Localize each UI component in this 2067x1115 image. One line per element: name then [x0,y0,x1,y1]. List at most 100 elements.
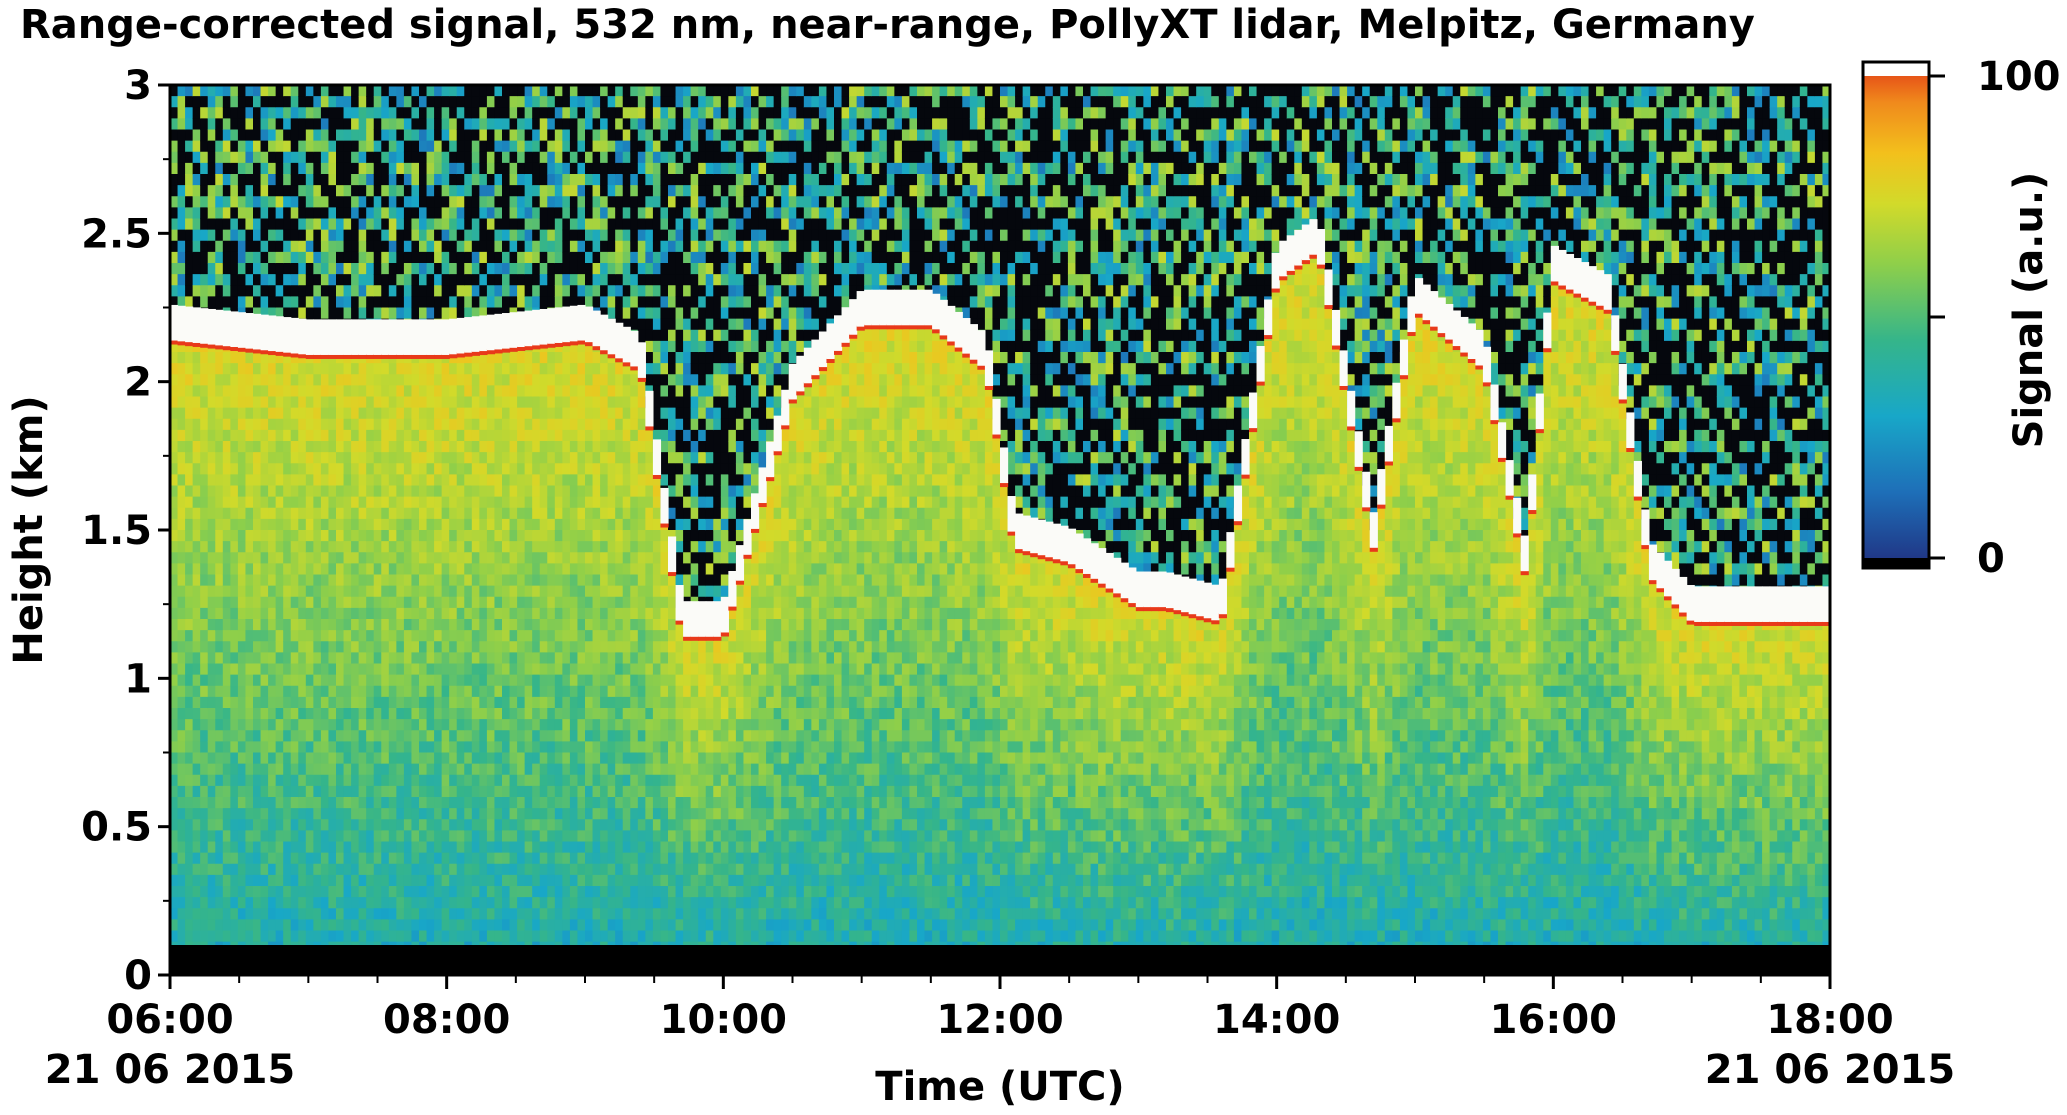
heat-cell [373,763,382,776]
heat-cell [403,107,413,119]
heat-cell [479,118,488,131]
heat-cell [351,819,360,831]
heat-cell [630,218,639,231]
heat-cell [283,485,292,498]
heat-cell [253,530,262,542]
heat-cell [320,730,330,742]
heat-cell [290,708,299,720]
heat-cell [517,474,526,487]
heat-cell [268,363,277,375]
heat-cell [207,151,216,164]
heat-cell [245,919,254,932]
heat-cell [343,841,352,854]
heat-cell [336,251,345,264]
heat-cell [622,585,631,598]
heat-cell [336,630,345,642]
heat-cell [237,763,247,776]
heat-cell [486,674,496,687]
heat-cell [486,352,496,364]
heat-cell [275,919,284,932]
heat-cell [607,129,616,142]
heat-cell [237,874,247,887]
heat-cell [222,908,231,920]
heat-cell [366,797,375,809]
heat-cell [607,797,616,809]
heat-cell [177,129,186,142]
heat-cell [600,352,609,364]
heat-cell [464,96,473,108]
heat-cell [373,652,382,665]
heat-cell [562,563,571,576]
heat-cell [509,730,518,742]
heat-cell [373,185,382,197]
heat-cell [230,541,239,553]
heat-cell [192,607,201,620]
heat-cell [539,830,548,843]
heat-cell [464,663,473,676]
heat-cell [547,819,556,831]
heat-cell [305,674,314,687]
heat-cell [290,463,299,475]
heat-cell [637,129,646,142]
heat-cell [577,674,586,687]
heat-cell [328,185,337,197]
heat-cell [336,196,345,208]
heat-cell [343,663,352,676]
heat-cell [607,296,616,309]
heat-cell [215,162,224,175]
heat-cell [569,174,579,186]
heat-cell [502,441,511,453]
heat-cell [260,396,269,409]
heat-cell [313,785,322,798]
heat-cell [298,518,307,531]
heat-cell [253,763,262,776]
heat-cell [494,530,503,542]
heat-cell [517,719,526,731]
heat-cell [419,563,428,576]
heat-cell [449,118,458,131]
heat-cell [509,919,518,932]
heat-cell [275,819,284,831]
heat-cell [426,274,435,286]
heat-cell [456,685,465,698]
heat-cell [328,585,337,598]
heat-cell [343,429,352,442]
heat-cell [449,507,458,520]
heat-cell [366,218,375,231]
heat-cell [517,863,526,876]
heat-cell [381,496,390,509]
heat-cell [569,741,579,754]
heat-cell [283,307,292,320]
heat-cell [373,830,382,843]
heat-cell [268,552,277,564]
heat-cell [494,407,503,420]
heat-cell [539,919,548,932]
heat-cell [305,841,314,854]
heat-cell [532,185,541,197]
heat-cell [441,452,450,464]
heat-cell [577,185,586,197]
heat-cell [403,708,413,720]
heat-cell [381,530,390,542]
heat-cell [170,429,179,442]
heat-cell [426,797,435,809]
heat-cell [298,385,307,398]
heat-cell [585,385,594,398]
heat-cell [524,563,533,576]
heat-cell [502,607,511,620]
heat-cell [177,429,186,442]
heat-cell [592,674,601,687]
heat-cell [222,96,231,108]
heat-cell [388,630,397,642]
heat-cell [366,708,375,720]
heat-cell [441,663,450,676]
heat-cell [502,274,511,286]
heat-cell [471,96,480,108]
heat-cell [569,285,579,297]
heat-cell [524,819,533,831]
heat-cell [260,363,269,375]
heat-cell [509,396,518,409]
heat-cell [471,663,480,676]
heat-cell [615,585,624,598]
heat-cell [298,429,307,442]
